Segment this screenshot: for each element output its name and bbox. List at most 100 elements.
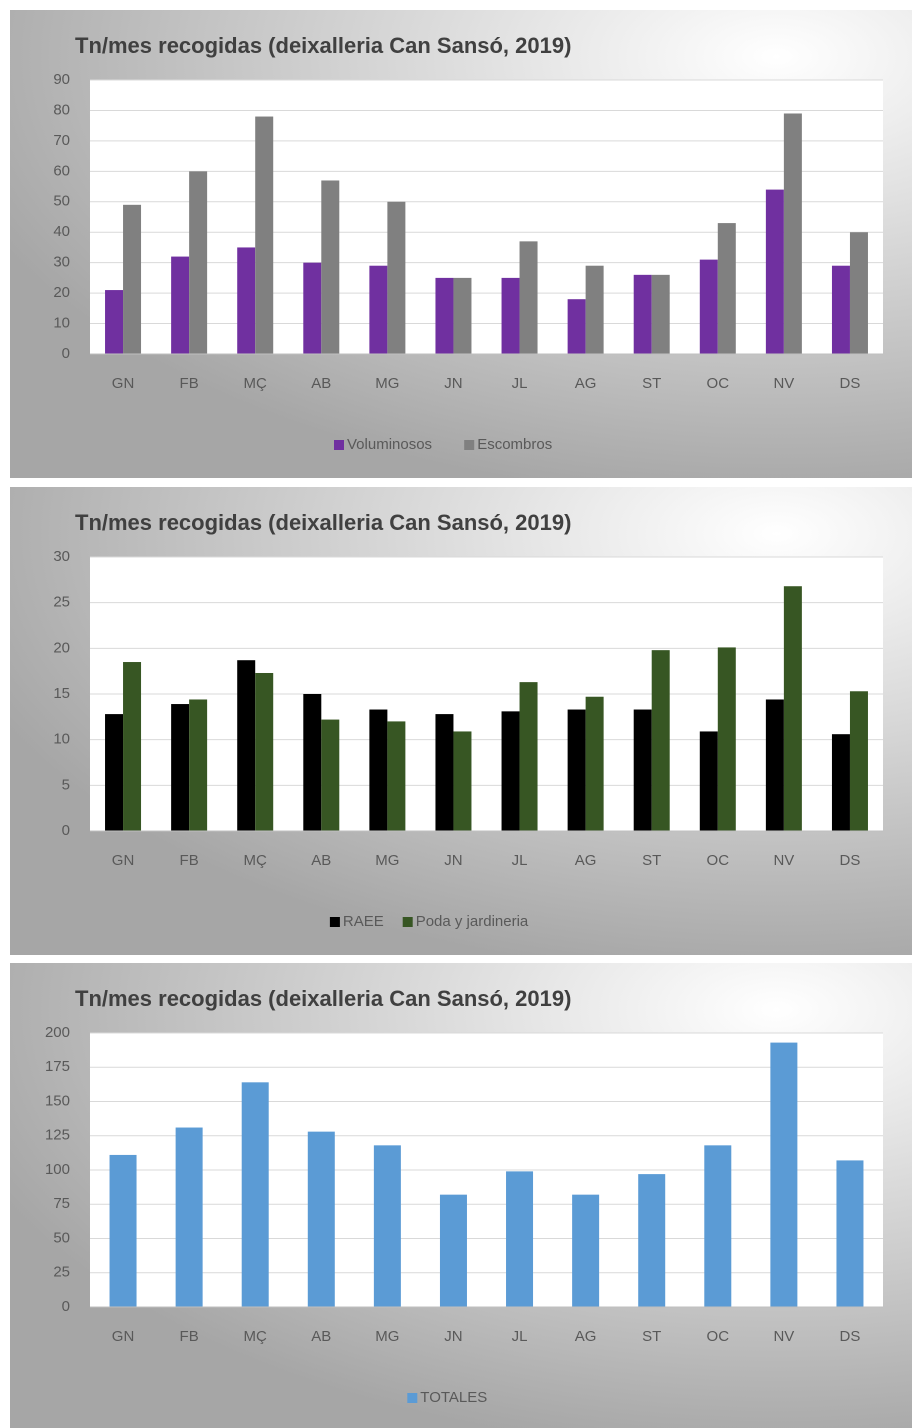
- bar: [519, 241, 538, 354]
- legend-swatch: [402, 917, 413, 927]
- bar: [175, 1127, 203, 1307]
- bar: [109, 1154, 137, 1307]
- bar: [387, 201, 406, 354]
- y-tick-label: 30: [53, 254, 70, 271]
- legend-label: RAEE: [343, 913, 384, 930]
- bar: [387, 721, 406, 831]
- x-tick-label: DS: [840, 1328, 861, 1345]
- x-tick-label: MG: [375, 1328, 399, 1345]
- y-tick-label: 0: [62, 345, 70, 362]
- y-tick-label: 40: [53, 223, 70, 240]
- bar: [171, 704, 190, 831]
- bar: [321, 180, 340, 354]
- bar: [321, 719, 340, 831]
- bar: [519, 682, 538, 831]
- y-tick-label: 75: [53, 1195, 70, 1212]
- bar: [189, 171, 208, 354]
- bar: [241, 1082, 269, 1307]
- bar: [651, 274, 670, 354]
- legend-swatch: [329, 917, 340, 927]
- x-tick-label: OC: [707, 375, 730, 392]
- x-tick-label: AB: [311, 375, 331, 392]
- y-tick-label: 0: [62, 1298, 70, 1315]
- bar: [369, 265, 388, 354]
- bar: [369, 709, 388, 831]
- bar: [717, 223, 736, 354]
- bar: [439, 1194, 467, 1307]
- x-tick-label: NV: [773, 375, 794, 392]
- plot-area: [90, 80, 883, 354]
- x-tick-label: JL: [512, 852, 528, 869]
- x-tick-label: MG: [375, 852, 399, 869]
- y-tick-label: 20: [53, 639, 70, 656]
- y-tick-label: 125: [45, 1127, 70, 1144]
- x-tick-label: MÇ: [244, 852, 267, 869]
- y-tick-label: 15: [53, 685, 70, 702]
- y-tick-label: 175: [45, 1058, 70, 1075]
- legend-swatch: [407, 1393, 418, 1403]
- x-tick-label: JN: [444, 375, 462, 392]
- bar: [123, 662, 142, 831]
- y-tick-label: 30: [53, 548, 70, 565]
- legend-swatch: [464, 440, 475, 450]
- y-tick-label: 25: [53, 594, 70, 611]
- bar: [849, 232, 868, 354]
- y-tick-label: 10: [53, 315, 70, 332]
- bar: [633, 274, 652, 354]
- bar: [506, 1171, 534, 1307]
- bar: [105, 714, 124, 831]
- x-tick-label: OC: [707, 852, 730, 869]
- bar: [783, 586, 802, 831]
- bar: [717, 647, 736, 831]
- y-tick-label: 90: [53, 71, 70, 88]
- y-tick-label: 5: [62, 776, 70, 793]
- bar: [567, 299, 586, 354]
- bar: [237, 247, 256, 354]
- x-tick-label: FB: [180, 852, 199, 869]
- y-tick-label: 70: [53, 132, 70, 149]
- x-tick-label: JL: [512, 375, 528, 392]
- bar: [189, 699, 208, 831]
- bar: [836, 1160, 864, 1307]
- x-tick-label: DS: [840, 375, 861, 392]
- y-tick-label: 80: [53, 101, 70, 118]
- bar: [373, 1145, 401, 1307]
- bar: [453, 731, 472, 831]
- x-tick-label: MÇ: [244, 375, 267, 392]
- chart-title: Tn/mes recogidas (deixalleria Can Sansó,…: [75, 510, 571, 535]
- x-tick-label: AG: [575, 1328, 597, 1345]
- y-tick-label: 200: [45, 1024, 70, 1041]
- bar: [105, 290, 124, 354]
- bar: [585, 265, 604, 354]
- x-tick-label: AB: [311, 852, 331, 869]
- bar: [435, 277, 454, 354]
- x-tick-label: AG: [575, 852, 597, 869]
- y-tick-label: 10: [53, 731, 70, 748]
- x-tick-label: NV: [773, 1328, 794, 1345]
- legend-swatch: [334, 440, 344, 450]
- x-tick-label: ST: [642, 1328, 661, 1345]
- bar: [849, 691, 868, 831]
- y-tick-label: 60: [53, 162, 70, 179]
- bar: [307, 1131, 335, 1307]
- bar: [572, 1194, 600, 1307]
- x-tick-label: MG: [375, 375, 399, 392]
- chart-title: Tn/mes recogidas (deixalleria Can Sansó,…: [75, 33, 571, 58]
- x-tick-label: OC: [707, 1328, 730, 1345]
- bar: [123, 204, 142, 354]
- bar: [255, 672, 274, 831]
- x-tick-label: AB: [311, 1328, 331, 1345]
- y-tick-label: 20: [53, 284, 70, 301]
- legend-label: Escombros: [477, 436, 552, 453]
- bar: [435, 714, 454, 831]
- legend-label: Poda y jardineria: [416, 913, 529, 930]
- bar: [699, 731, 718, 831]
- bar: [567, 709, 586, 831]
- bar: [638, 1174, 666, 1307]
- x-tick-label: JN: [444, 1328, 462, 1345]
- bar: [831, 265, 850, 354]
- bar: [783, 113, 802, 354]
- bar: [501, 711, 520, 831]
- chart-title: Tn/mes recogidas (deixalleria Can Sansó,…: [75, 986, 571, 1011]
